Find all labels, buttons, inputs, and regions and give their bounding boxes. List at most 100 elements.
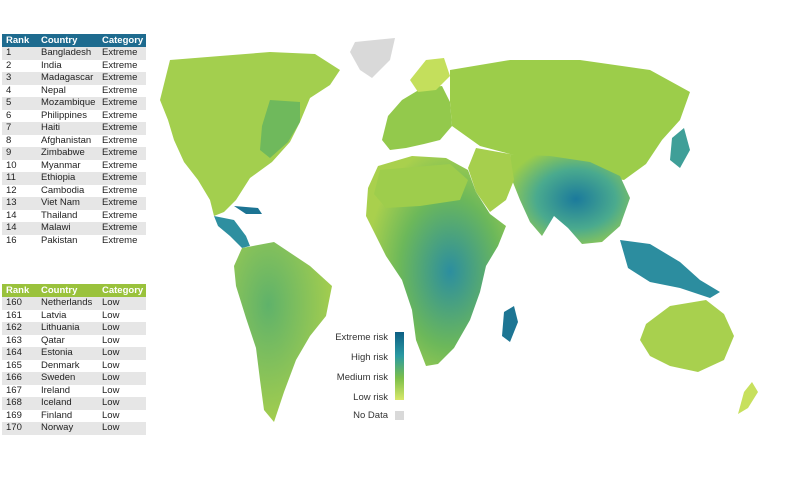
category-cell: Low [98, 297, 146, 310]
category-cell: Low [98, 372, 146, 385]
rank-cell: 166 [2, 372, 37, 385]
country-cell: Latvia [37, 309, 98, 322]
table-row: 2 India Extreme [2, 59, 146, 72]
rank-cell: 162 [2, 322, 37, 335]
rank-cell: 8 [2, 134, 37, 147]
low-risk-table: Rank Country Category 160 Netherlands Low 1… [2, 284, 146, 435]
category-cell: Extreme [98, 234, 146, 247]
category-cell: Low [98, 347, 146, 360]
rank-cell: 163 [2, 334, 37, 347]
rank-cell: 1 [2, 47, 37, 60]
low-risk-rows: 160 Netherlands Low 161 Latvia Low 162 Lithuani… [2, 297, 146, 435]
table-row: 168 Iceland Low [2, 397, 146, 410]
map-legend: Extreme risk High risk Medium risk Low r… [330, 330, 440, 425]
table-header-row: Rank Country Category [2, 34, 146, 47]
australia-region [640, 300, 734, 372]
legend-color-scale [395, 332, 404, 400]
country-cell: Madagascar [37, 72, 98, 85]
rank-cell: 13 [2, 197, 37, 210]
country-cell: Haiti [37, 122, 98, 135]
table-row: 16 Pakistan Extreme [2, 234, 146, 247]
rank-cell: 4 [2, 84, 37, 97]
category-cell: Low [98, 397, 146, 410]
asia-region [450, 60, 690, 180]
category-cell: Extreme [98, 109, 146, 122]
country-cell: India [37, 59, 98, 72]
category-cell: Extreme [98, 209, 146, 222]
country-cell: Norway [37, 422, 98, 435]
country-cell: Philippines [37, 109, 98, 122]
rank-cell: 6 [2, 109, 37, 122]
caribbean-region [234, 206, 262, 214]
rank-cell: 14 [2, 222, 37, 235]
category-cell: Low [98, 384, 146, 397]
rank-cell: 160 [2, 297, 37, 310]
rank-cell: 165 [2, 359, 37, 372]
rank-cell: 12 [2, 184, 37, 197]
legend-label-no-data: No Data [353, 410, 388, 421]
country-cell: Nepal [37, 84, 98, 97]
middle-east-region [468, 148, 514, 212]
country-cell: Afghanistan [37, 134, 98, 147]
category-header: Category [98, 34, 146, 47]
rank-cell: 168 [2, 397, 37, 410]
world-risk-map [160, 38, 758, 422]
country-cell: Bangladesh [37, 47, 98, 60]
table-row: 170 Norway Low [2, 422, 146, 435]
table-row: 162 Lithuania Low [2, 322, 146, 335]
table-row: 14 Thailand Extreme [2, 209, 146, 222]
rank-cell: 5 [2, 97, 37, 110]
table-row: 10 Myanmar Extreme [2, 159, 146, 172]
table-row: 13 Viet Nam Extreme [2, 197, 146, 210]
country-cell: Ethiopia [37, 172, 98, 185]
category-cell: Extreme [98, 134, 146, 147]
extreme-risk-rows: 1 Bangladesh Extreme 2 India Extreme 3 Madagasc… [2, 47, 146, 247]
country-cell: Finland [37, 409, 98, 422]
country-cell: Netherlands [37, 297, 98, 310]
table-row: 163 Qatar Low [2, 334, 146, 347]
country-cell: Lithuania [37, 322, 98, 335]
table-row: 164 Estonia Low [2, 347, 146, 360]
category-cell: Low [98, 422, 146, 435]
scandinavia-region [410, 58, 450, 92]
category-cell: Extreme [98, 122, 146, 135]
legend-no-data-swatch [395, 411, 404, 420]
legend-label-extreme: Extreme risk [335, 332, 388, 343]
country-cell: Sweden [37, 372, 98, 385]
category-cell: Extreme [98, 222, 146, 235]
country-cell: Myanmar [37, 159, 98, 172]
table-row: 166 Sweden Low [2, 372, 146, 385]
table-row: 5 Mozambique Extreme [2, 97, 146, 110]
europe-region [382, 86, 452, 150]
category-cell: Low [98, 409, 146, 422]
category-cell: Low [98, 334, 146, 347]
category-cell: Extreme [98, 197, 146, 210]
japan-region [670, 128, 690, 168]
legend-label-high: High risk [351, 352, 388, 363]
country-cell: Viet Nam [37, 197, 98, 210]
table-row: 160 Netherlands Low [2, 297, 146, 310]
category-header: Category [98, 284, 146, 297]
category-cell: Extreme [98, 72, 146, 85]
rank-cell: 10 [2, 159, 37, 172]
table-row: 169 Finland Low [2, 409, 146, 422]
rank-cell: 7 [2, 122, 37, 135]
rank-cell: 164 [2, 347, 37, 360]
table-row: 1 Bangladesh Extreme [2, 47, 146, 60]
sahara-region [374, 164, 468, 208]
north-america-east-region [260, 100, 300, 158]
category-cell: Extreme [98, 147, 146, 160]
table-row: 11 Ethiopia Extreme [2, 172, 146, 185]
country-header: Country [37, 284, 98, 297]
table-row: 167 Ireland Low [2, 384, 146, 397]
new-zealand-region [738, 382, 758, 414]
country-cell: Cambodia [37, 184, 98, 197]
category-cell: Extreme [98, 59, 146, 72]
legend-label-medium: Medium risk [336, 372, 388, 383]
rank-header: Rank [2, 284, 37, 297]
category-cell: Extreme [98, 184, 146, 197]
legend-label-low: Low risk [353, 392, 388, 403]
table-row: 3 Madagascar Extreme [2, 72, 146, 85]
table-row: 14 Malawi Extreme [2, 222, 146, 235]
country-cell: Ireland [37, 384, 98, 397]
